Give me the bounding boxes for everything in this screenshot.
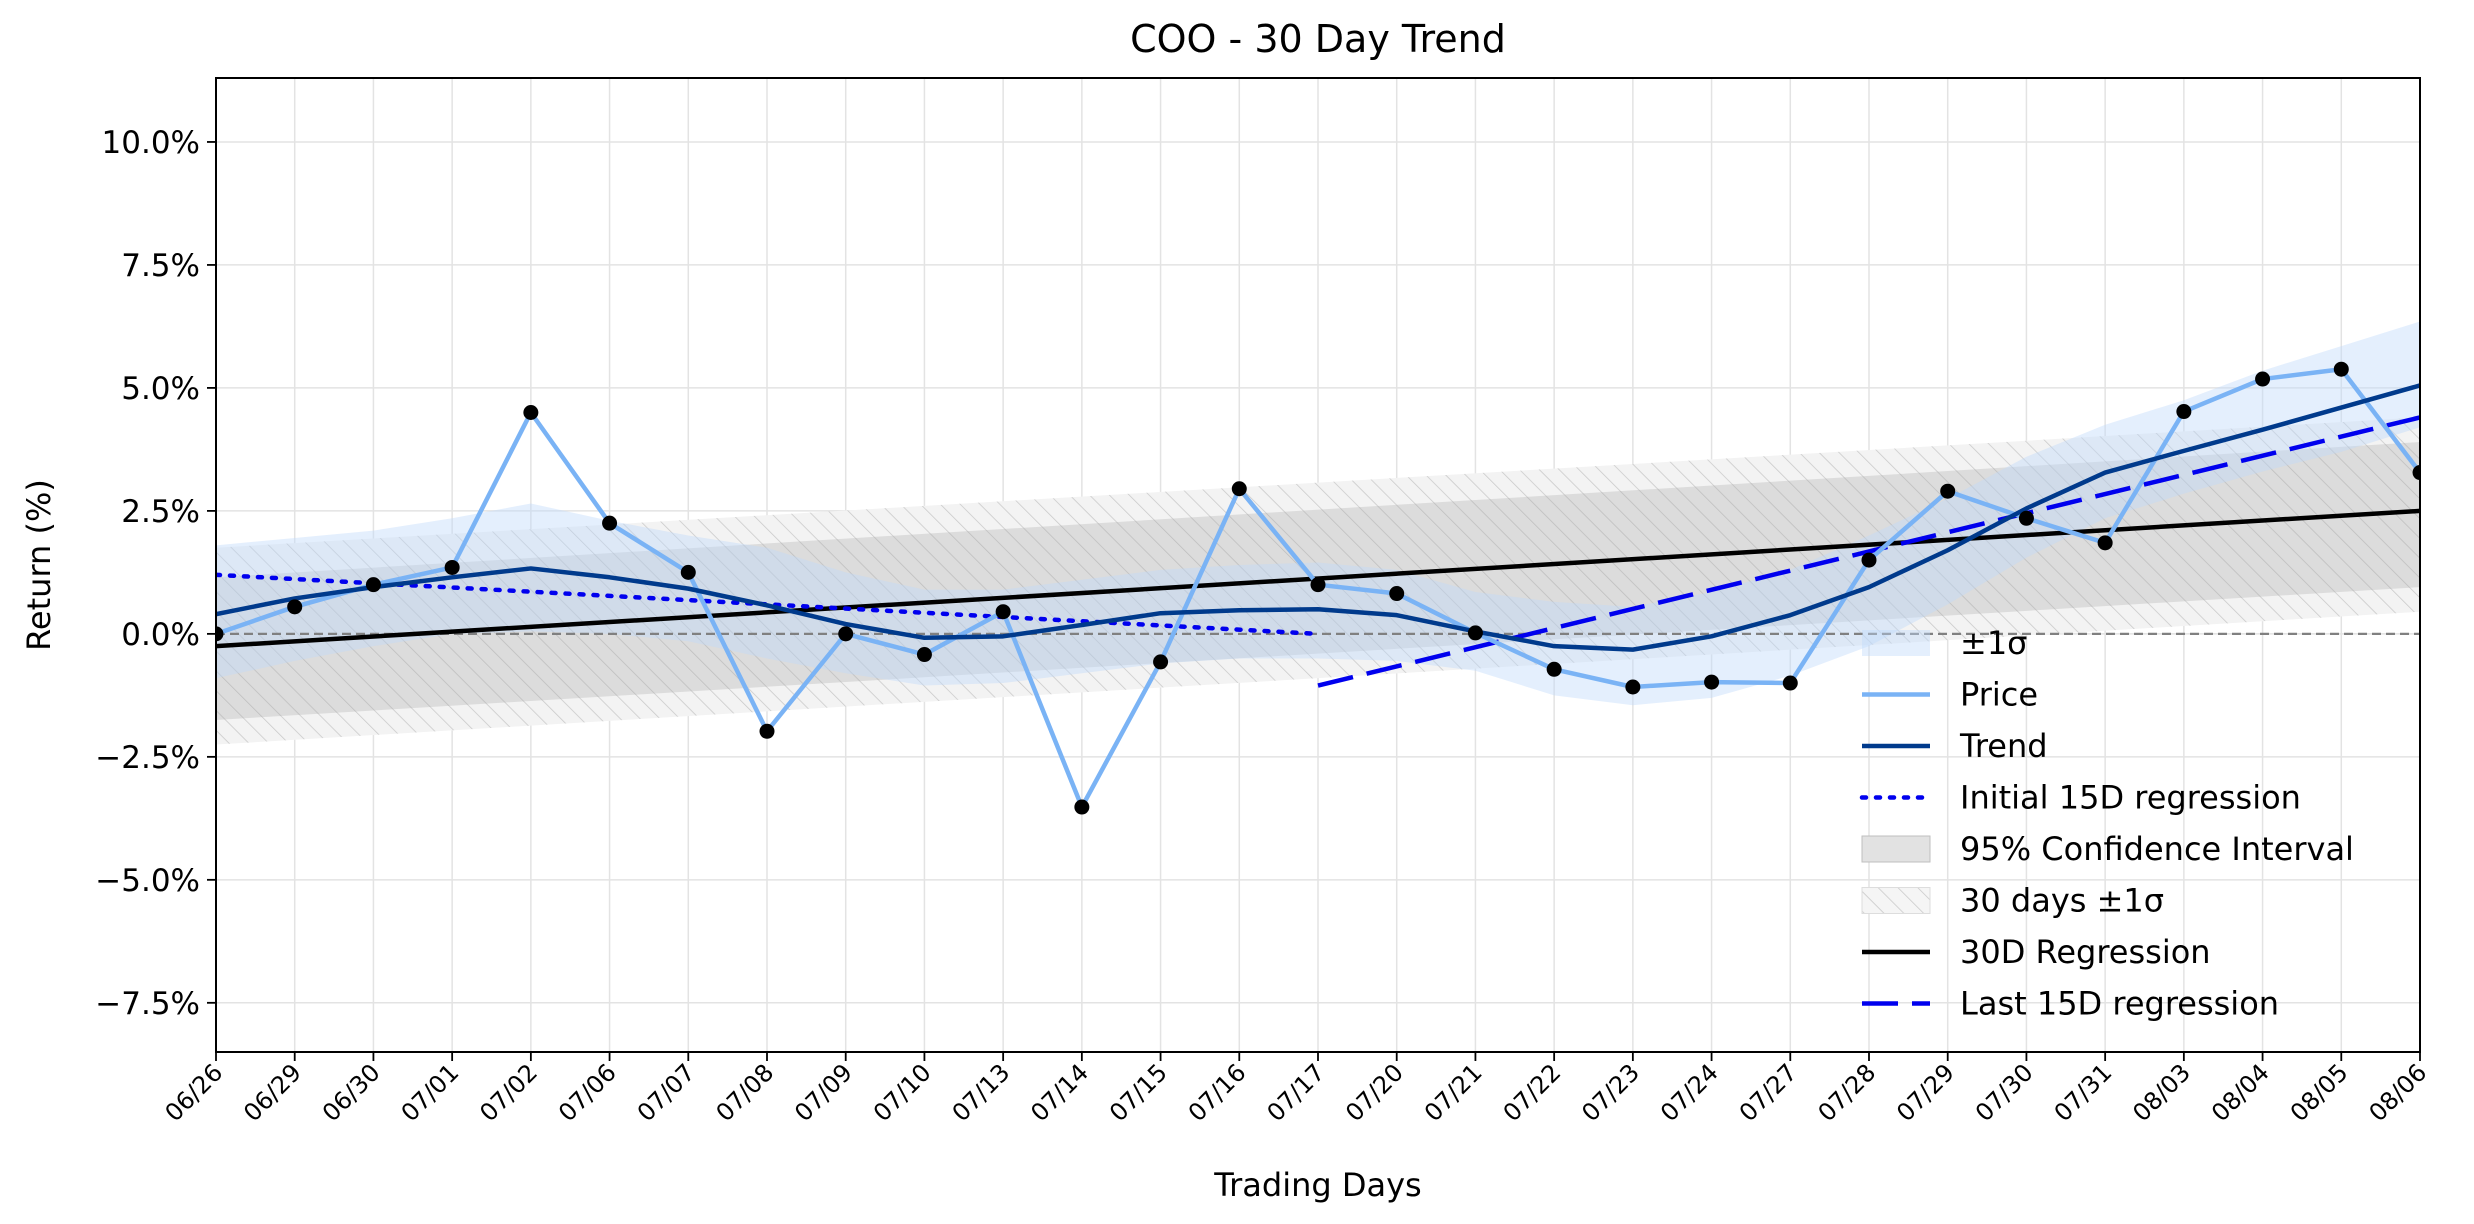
price-point (1389, 586, 1405, 602)
plot-layer (216, 321, 2420, 815)
price-point (680, 564, 696, 580)
y-tick-label: −7.5% (95, 986, 200, 1022)
price-point (2333, 361, 2349, 377)
price-point (916, 647, 932, 663)
legend-swatch-sigma (1862, 630, 1930, 656)
legend-label: Price (1960, 676, 2038, 714)
price-point (1074, 799, 1090, 815)
sigma-band (216, 321, 2420, 706)
price-point (1940, 483, 1956, 499)
price-point (523, 405, 539, 421)
price-point (1231, 481, 1247, 497)
y-tick-label: 0.0% (121, 617, 200, 653)
y-tick-label: −2.5% (95, 740, 200, 776)
legend-label: Last 15D regression (1960, 985, 2279, 1023)
price-point (1153, 654, 1169, 670)
trend-line (216, 383, 2420, 652)
legend-swatch-confidence (1861, 835, 1931, 863)
price-point (995, 604, 1011, 620)
y-axis-label: Return (%) (20, 479, 58, 651)
x-axis-label: Trading Days (1213, 1166, 1421, 1204)
price-point (1782, 675, 1798, 691)
price-point (216, 626, 224, 642)
regression-last-15d-line (1317, 415, 2420, 688)
price-point (365, 577, 381, 593)
price-point (444, 559, 460, 575)
legend-label: Initial 15D regression (1960, 779, 2301, 817)
y-tick-label: 10.0% (102, 125, 200, 161)
price-point (1310, 577, 1326, 593)
price-point (602, 515, 618, 531)
chart-title: COO - 30 Day Trend (1130, 17, 1506, 61)
price-point (838, 626, 854, 642)
price-point (287, 599, 303, 615)
price-point (759, 723, 775, 739)
legend: ±1σ Price Trend Initial 15D regression 95% C… (1859, 624, 2354, 1023)
price-point (1546, 661, 1562, 677)
legend-swatch-sigma-30d-hatch (1861, 887, 1931, 914)
legend-label: Trend (1959, 727, 2048, 765)
y-tick-label: 2.5% (121, 494, 200, 530)
legend-label: 30D Regression (1960, 933, 2211, 971)
y-tick-label: 5.0% (121, 371, 200, 407)
y-tick-label: −5.0% (95, 863, 200, 899)
y-tick-label: 7.5% (121, 248, 200, 284)
price-point (2255, 371, 2271, 387)
price-point (2412, 465, 2420, 481)
legend-label: ±1σ (1960, 624, 2027, 662)
price-point (1625, 679, 1641, 695)
price-point (2018, 510, 2034, 526)
price-point (1467, 625, 1483, 641)
price-point (1704, 674, 1720, 690)
price-point (2097, 535, 2113, 551)
legend-label: 95% Confidence Interval (1960, 830, 2354, 868)
price-point (2176, 404, 2192, 420)
price-point (1861, 552, 1877, 568)
legend-label: 30 days ±1σ (1960, 882, 2164, 920)
